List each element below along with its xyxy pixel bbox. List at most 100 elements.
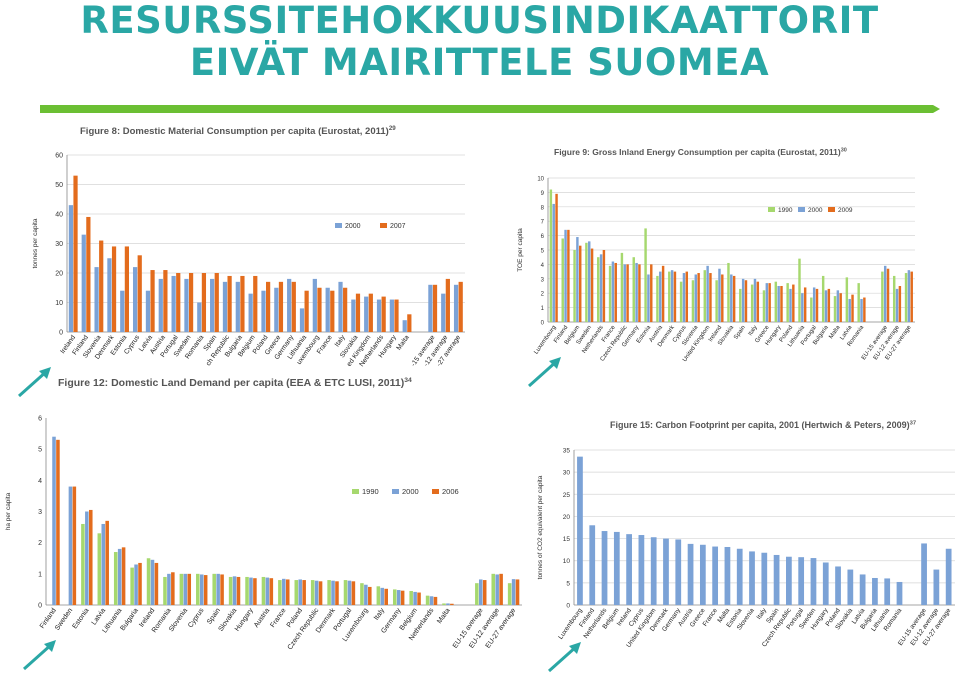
bar-2009 bbox=[803, 287, 807, 322]
bar-2000 bbox=[623, 264, 626, 322]
bar-1990 bbox=[425, 595, 430, 605]
legend-label: 2007 bbox=[390, 223, 406, 230]
bar-2000 bbox=[429, 596, 434, 605]
bar-1990 bbox=[561, 238, 564, 322]
bar-2009 bbox=[709, 273, 712, 322]
bar-value bbox=[663, 538, 669, 605]
slide-title-line-1: RESURSSITEHOKKUUSINDIKAATTORIT bbox=[80, 0, 879, 42]
y-tick-label: 25 bbox=[563, 492, 571, 499]
bar-1990 bbox=[360, 583, 364, 605]
y-tick-label: 0 bbox=[541, 321, 545, 327]
bar-1990 bbox=[597, 257, 600, 322]
bar-2000 bbox=[249, 577, 253, 605]
bar-2000 bbox=[197, 302, 202, 332]
bar-1990 bbox=[632, 257, 635, 322]
slide-title-line-2: EIVÄT MAIRITTELE SUOMEA bbox=[189, 41, 770, 84]
bar-2000 bbox=[789, 288, 792, 322]
bar-1990 bbox=[703, 270, 707, 322]
bar-2000 bbox=[338, 281, 343, 332]
bar-1990 bbox=[727, 262, 730, 322]
y-tick-label: 3 bbox=[541, 277, 545, 283]
chart-panel-dmc: Figure 8: Domestic Material Consumption … bbox=[25, 120, 480, 378]
chart-title: Figure 15: Carbon Footprint per capita, … bbox=[610, 420, 916, 430]
bar-2009 bbox=[780, 286, 783, 322]
bar-1990 bbox=[212, 573, 216, 605]
bar-2007 bbox=[266, 281, 271, 332]
bar-2009 bbox=[886, 268, 890, 322]
bar-value bbox=[786, 556, 792, 605]
bar-2006 bbox=[318, 581, 323, 605]
x-tick-label: Italy bbox=[748, 325, 759, 337]
bar-2000 bbox=[183, 573, 188, 605]
legend-swatch bbox=[768, 207, 775, 212]
legend-label: 1990 bbox=[778, 207, 793, 214]
legend-swatch bbox=[828, 207, 835, 212]
bar-2000 bbox=[860, 298, 863, 322]
bar-2007 bbox=[407, 314, 412, 332]
bar-2006 bbox=[187, 573, 192, 605]
bar-2009 bbox=[579, 245, 582, 322]
bar-value bbox=[859, 574, 866, 605]
bar-2000 bbox=[511, 579, 516, 605]
bar-value bbox=[601, 531, 608, 605]
bar-2006 bbox=[220, 574, 224, 605]
bar-1990 bbox=[294, 580, 299, 605]
bar-value bbox=[761, 552, 768, 605]
y-tick-label: 6 bbox=[38, 416, 42, 423]
bar-2000 bbox=[232, 576, 237, 605]
bar-2007 bbox=[124, 246, 129, 332]
bar-2000 bbox=[647, 274, 650, 322]
bar-1990 bbox=[409, 590, 413, 605]
legend-swatch bbox=[392, 489, 399, 494]
bar-2007 bbox=[188, 273, 194, 332]
bar-2000 bbox=[68, 486, 73, 605]
bar-2000 bbox=[446, 603, 450, 605]
chart-panel-energy: Figure 9: Gross Inland Energy Consumptio… bbox=[510, 140, 930, 375]
bar-2006 bbox=[335, 581, 339, 605]
bar-2009 bbox=[685, 271, 689, 322]
bar-2000 bbox=[265, 577, 270, 605]
bar-2007 bbox=[99, 240, 104, 332]
bar-value bbox=[675, 539, 682, 605]
bar-value bbox=[810, 558, 817, 605]
bar-2000 bbox=[611, 261, 615, 322]
bar-1990 bbox=[845, 277, 849, 322]
bar-2007 bbox=[317, 287, 322, 332]
bar-2000 bbox=[299, 308, 305, 332]
chart-energy: Figure 9: Gross Inland Energy Consumptio… bbox=[517, 147, 915, 363]
y-tick-label: 10 bbox=[563, 558, 571, 565]
legend-swatch bbox=[432, 489, 439, 494]
bar-2000 bbox=[150, 559, 155, 605]
bar-2007 bbox=[73, 175, 78, 332]
bar-2009 bbox=[851, 294, 854, 322]
bar-2000 bbox=[107, 258, 112, 332]
bar-2006 bbox=[417, 592, 421, 605]
bar-2009 bbox=[590, 248, 594, 322]
x-tick-label: Malta bbox=[396, 334, 411, 352]
chart-title: Figure 8: Domestic Material Consumption … bbox=[80, 125, 396, 137]
bar-1990 bbox=[750, 284, 754, 322]
x-tick-label: Latvia bbox=[91, 607, 108, 626]
bar-2000 bbox=[907, 270, 911, 322]
bar-1990 bbox=[146, 558, 151, 605]
bar-2009 bbox=[626, 264, 629, 322]
bar-1990 bbox=[130, 567, 134, 605]
bar-2000 bbox=[730, 274, 733, 322]
chart-title: Figure 12: Domestic Land Demand per capi… bbox=[58, 377, 412, 389]
bar-2000 bbox=[376, 299, 382, 332]
bar-2000 bbox=[184, 278, 189, 332]
bar-2000 bbox=[682, 273, 686, 322]
bar-2006 bbox=[368, 586, 372, 605]
bar-1990 bbox=[691, 280, 695, 322]
bar-1990 bbox=[904, 273, 908, 322]
bar-2006 bbox=[351, 581, 356, 605]
bar-2007 bbox=[355, 293, 361, 332]
bar-2000 bbox=[694, 274, 698, 322]
bar-2000 bbox=[389, 299, 394, 332]
y-tick-label: 0 bbox=[566, 603, 570, 610]
bar-2000 bbox=[235, 281, 240, 332]
bar-2000 bbox=[588, 241, 591, 322]
y-axis-label: TOE per capita bbox=[517, 228, 524, 272]
bar-2009 bbox=[732, 275, 736, 322]
legend-label: 2000 bbox=[808, 207, 823, 214]
